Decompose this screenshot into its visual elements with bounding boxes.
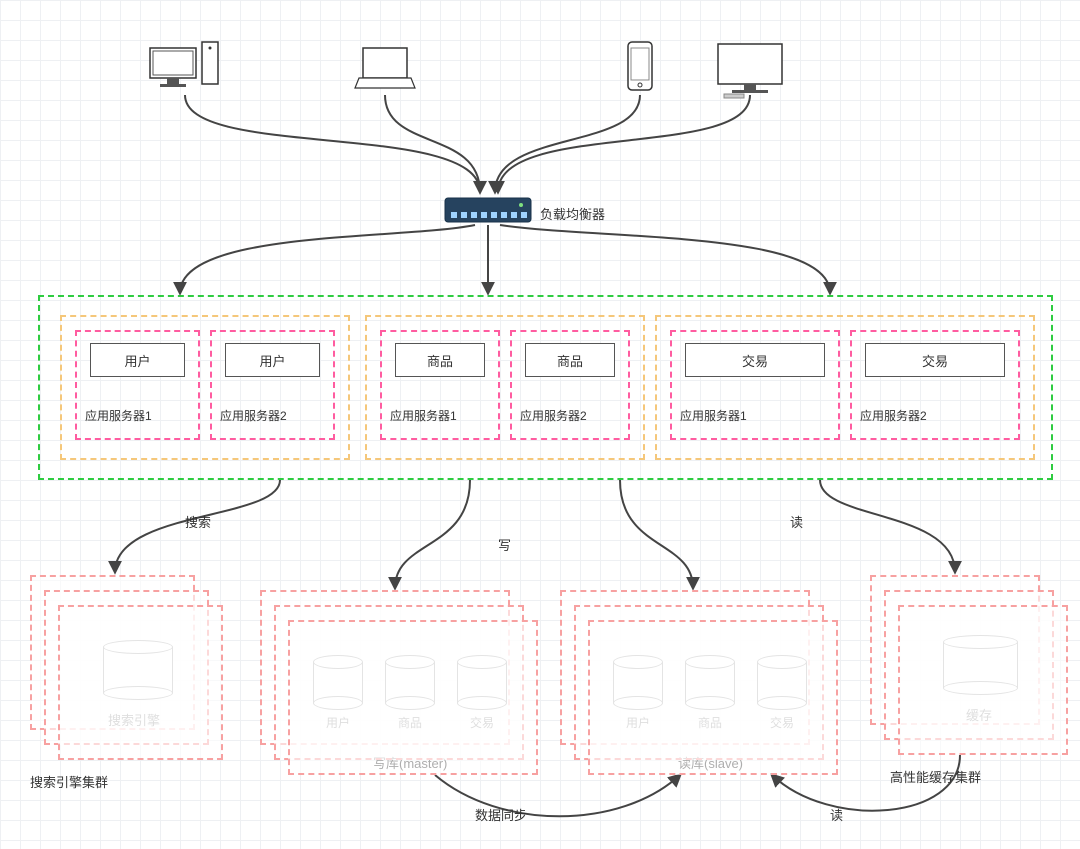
apps-to-read bbox=[620, 480, 693, 588]
lb-to-group1 bbox=[180, 225, 475, 293]
cache-cluster-label: 高性能缓存集群 bbox=[890, 767, 981, 786]
phone-icon bbox=[628, 42, 652, 90]
client2-to-lb bbox=[385, 95, 480, 192]
client1-to-lb bbox=[185, 95, 480, 192]
apps-to-cache bbox=[820, 480, 955, 572]
search-cluster-card-2 bbox=[58, 605, 223, 760]
load-balancer-icon bbox=[445, 198, 531, 222]
edge-label-data_sync: 数据同步 bbox=[475, 805, 527, 824]
monitor-icon bbox=[718, 44, 782, 98]
cache-cluster-card-2 bbox=[898, 605, 1068, 755]
edge-label-search: 搜索 bbox=[185, 512, 211, 531]
edge-label-read: 读 bbox=[830, 805, 843, 824]
client3-to-lb bbox=[495, 95, 640, 192]
edge-label-write: 写 bbox=[498, 535, 511, 554]
laptop-icon bbox=[355, 48, 415, 88]
client4-to-lb bbox=[498, 95, 750, 192]
write-to-read-sync bbox=[435, 775, 680, 816]
lb-to-group3 bbox=[500, 225, 830, 293]
write-db-cluster-card-2 bbox=[288, 620, 538, 775]
search-cluster-label: 搜索引擎集群 bbox=[30, 772, 108, 791]
read-db-cluster-card-2 bbox=[588, 620, 838, 775]
apps-to-write bbox=[395, 480, 470, 588]
edge-label-read: 读 bbox=[790, 512, 803, 531]
desktop-icon bbox=[150, 42, 218, 87]
load-balancer-label: 负载均衡器 bbox=[540, 204, 605, 223]
